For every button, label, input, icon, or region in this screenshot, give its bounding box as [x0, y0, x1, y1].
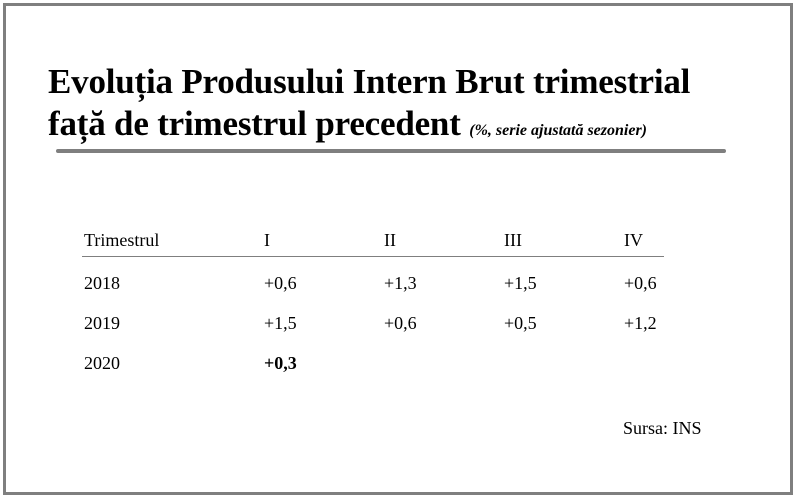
title-subtitle: (%, serie ajustată sezonier) [469, 122, 648, 139]
header-quarter: Trimestrul [82, 224, 264, 257]
cell-value: +0,5 [504, 312, 537, 333]
cell-value [504, 343, 624, 383]
header-q1: I [264, 224, 384, 257]
header-q3: III [504, 224, 624, 257]
page-title: Evoluția Produsului Intern Brut trimestr… [48, 61, 690, 152]
cell-value: +0,6 [384, 312, 417, 333]
cell-value: +0,6 [264, 272, 297, 293]
cell-value: +0,6 [624, 272, 657, 293]
gdp-table: Trimestrul I II III IV 2018 +0,6 +1,3 +1… [82, 224, 664, 383]
document-frame: Evoluția Produsului Intern Brut trimestr… [3, 3, 793, 495]
source-note: Sursa: INS [623, 418, 702, 438]
header-q4: IV [624, 224, 664, 257]
table-row: 2020 +0,3 [82, 343, 664, 383]
title-underline [56, 149, 726, 153]
header-q2: II [384, 224, 504, 257]
title-line-1: Evoluția Produsului Intern Brut trimestr… [48, 62, 691, 101]
row-year: 2019 [84, 312, 120, 333]
cell-value: +1,5 [264, 312, 297, 333]
cell-value: +1,3 [384, 272, 417, 293]
cell-value-highlight: +0,3 [264, 352, 297, 373]
cell-value [624, 343, 664, 383]
cell-value: +1,2 [624, 312, 657, 333]
row-year: 2018 [84, 272, 120, 293]
row-year: 2020 [84, 352, 120, 373]
title-line-2: față de trimestrul precedent [48, 104, 461, 143]
table-row: 2018 +0,6 +1,3 +1,5 +0,6 [82, 257, 664, 304]
table-row: 2019 +1,5 +0,6 +0,5 +1,2 [82, 303, 664, 343]
table-header-row: Trimestrul I II III IV [82, 224, 664, 257]
cell-value [384, 343, 504, 383]
cell-value: +1,5 [504, 272, 537, 293]
